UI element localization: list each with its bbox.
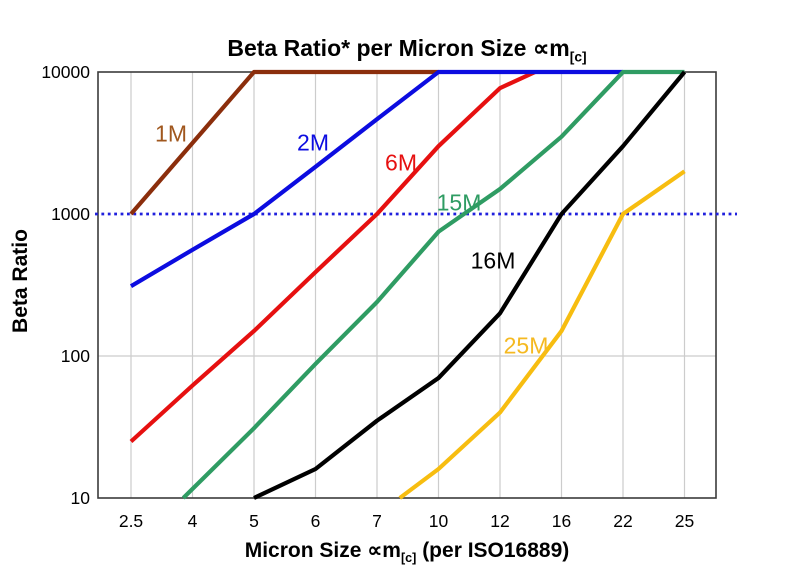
x-axis-title: Micron Size ∝m[c] (per ISO16889) (98, 538, 716, 565)
x-axis-title-suffix: (per ISO16889) (416, 539, 570, 562)
x-axis-title-subscript: [c] (400, 551, 417, 566)
x-tick-4: 4 (187, 511, 198, 531)
x-tick-22: 22 (613, 511, 633, 531)
x-tick-6: 6 (310, 511, 321, 531)
x-axis-title-text: Micron Size (244, 539, 368, 562)
chart-title-symbol: ∝m (532, 35, 570, 61)
series-label-1m: 1M (155, 120, 187, 147)
x-tick-12: 12 (490, 511, 510, 531)
series-label-2m: 2M (297, 129, 329, 156)
chart-title-text: Beta Ratio* per Micron Size (227, 35, 533, 61)
x-tick-25: 25 (674, 511, 695, 531)
x-tick-16: 16 (551, 511, 572, 531)
x-tick-5: 5 (249, 511, 259, 531)
series-label-16m: 16M (470, 247, 516, 274)
x-tick-7: 7 (372, 511, 382, 531)
y-tick-100: 100 (60, 346, 90, 366)
y-tick-10: 10 (70, 488, 90, 508)
x-axis-title-symbol: ∝m (367, 539, 401, 562)
x-tick-2p5: 2.5 (118, 511, 144, 531)
y-tick-1000: 1000 (51, 204, 90, 224)
y-tick-10000: 10000 (41, 62, 90, 82)
series-label-15m: 15M (436, 189, 482, 216)
series-label-25m: 25M (503, 332, 549, 359)
chart-title: Beta Ratio* per Micron Size ∝m[c] (98, 35, 716, 65)
x-tick-10: 10 (428, 511, 449, 531)
series-label-6m: 6M (385, 149, 417, 176)
chart-title-subscript: [c] (569, 49, 587, 65)
